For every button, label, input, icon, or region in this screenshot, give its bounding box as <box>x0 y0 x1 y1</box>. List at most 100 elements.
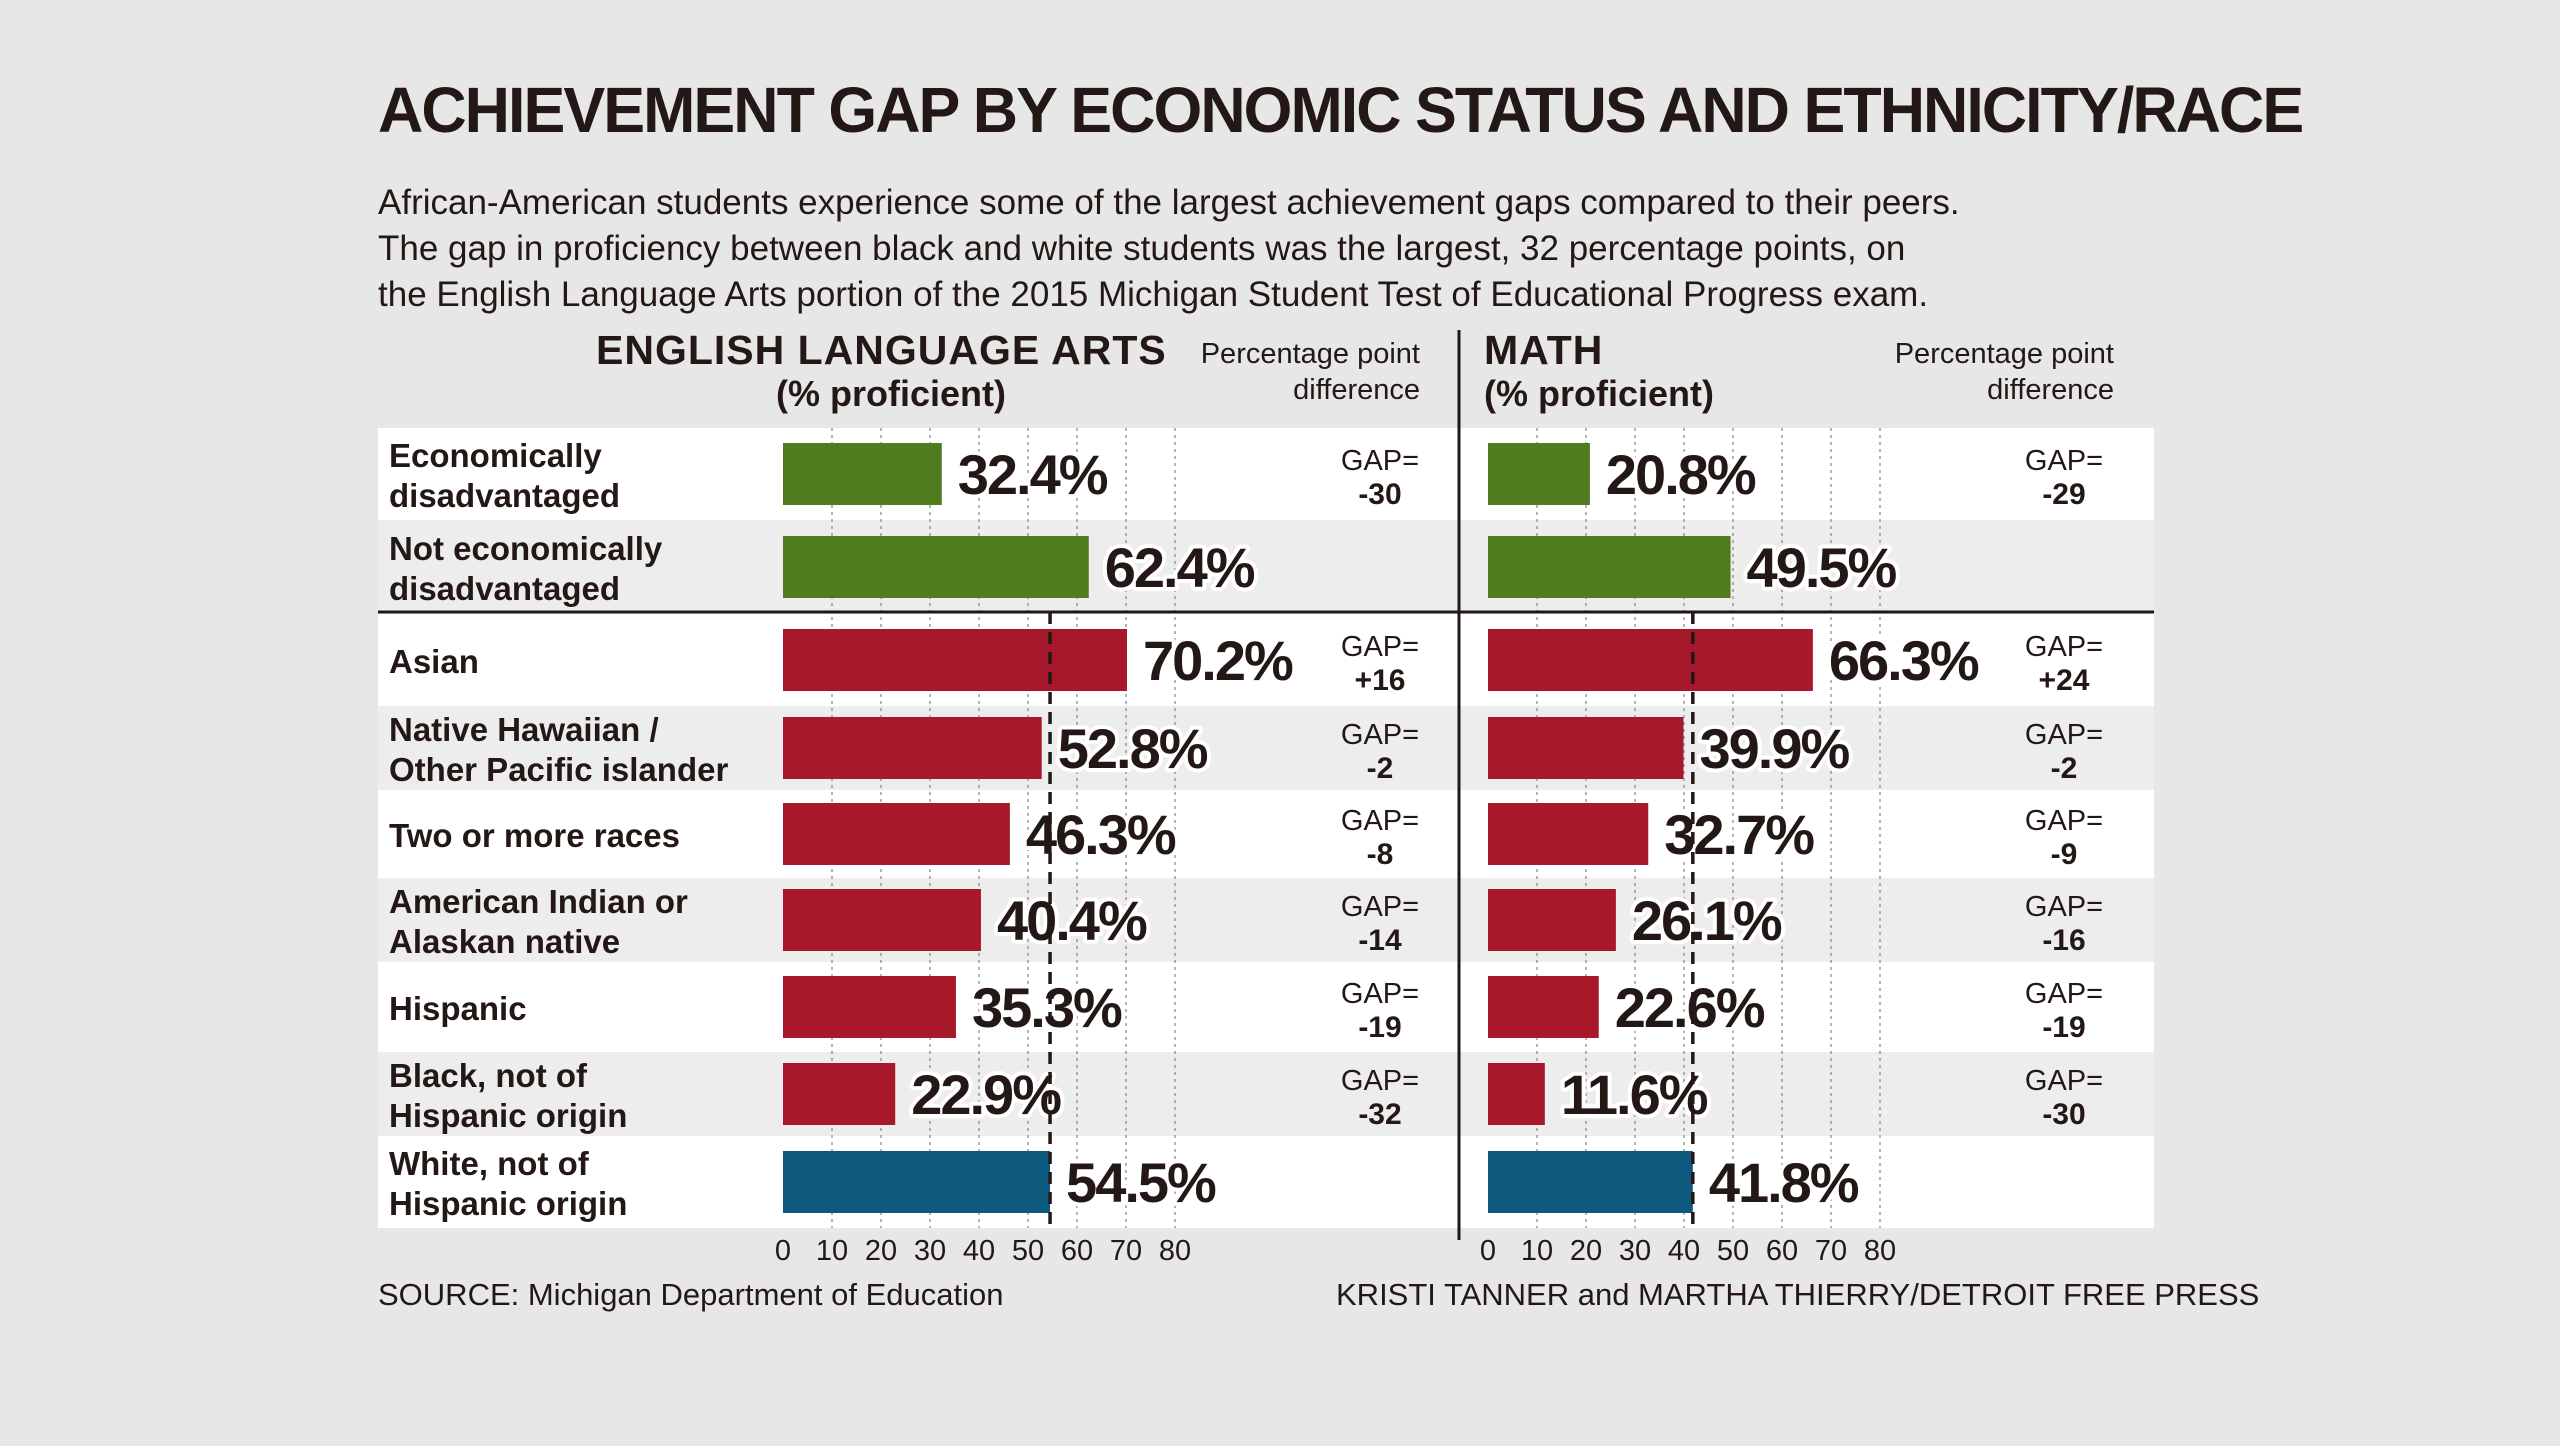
diff-heading-line: difference <box>1293 374 1420 406</box>
value-label: 20.8% <box>1606 443 1756 506</box>
value-label: 11.6% <box>1561 1063 1708 1126</box>
gap-value: -29 <box>2042 478 2085 511</box>
tick-label: 60 <box>1061 1235 1093 1267</box>
bar <box>1488 536 1731 598</box>
value-label: 41.8% <box>1709 1151 1859 1214</box>
ela-heading: ENGLISH LANGUAGE ARTS <box>596 327 1167 373</box>
chart-subtitle: African-American students experience som… <box>378 180 2178 318</box>
category-label: Other Pacific islander <box>389 751 728 788</box>
gap-value: -16 <box>2042 924 2085 957</box>
gap-value: -19 <box>2042 1011 2085 1044</box>
source-note: SOURCE: Michigan Department of Education <box>378 1277 1004 1312</box>
value-label: 35.3% <box>972 976 1122 1039</box>
value-label: 49.5% <box>1747 536 1897 599</box>
value-label: 26.1% <box>1632 889 1782 952</box>
row-background <box>378 614 2154 706</box>
row-background <box>378 706 2154 790</box>
row-background <box>378 1136 2154 1228</box>
gap-prefix: GAP= <box>1341 805 1419 837</box>
diff-heading-line: Percentage point <box>1200 338 1420 370</box>
value-label: 32.4% <box>958 443 1108 506</box>
gap-value: +24 <box>2039 664 2090 697</box>
subtitle-line: The gap in proficiency between black and… <box>378 229 1906 268</box>
tick-label: 30 <box>1619 1235 1651 1267</box>
tick-label: 10 <box>816 1235 848 1267</box>
gap-prefix: GAP= <box>2025 631 2103 663</box>
tick-label: 40 <box>1668 1235 1700 1267</box>
value-label: 62.4% <box>1105 536 1255 599</box>
bar <box>783 803 1010 865</box>
category-label: disadvantaged <box>389 477 620 514</box>
bar <box>1488 1151 1693 1213</box>
value-label: 40.4% <box>997 889 1147 952</box>
diff-heading-line: difference <box>1987 374 2114 406</box>
tick-label: 50 <box>1012 1235 1044 1267</box>
bar <box>1488 803 1649 865</box>
gap-prefix: GAP= <box>1341 1065 1419 1097</box>
bar <box>1488 629 1813 691</box>
bar <box>783 976 956 1038</box>
category-label: Black, not of <box>389 1057 588 1094</box>
bar <box>783 629 1127 691</box>
category-label: American Indian or <box>389 883 688 920</box>
gap-prefix: GAP= <box>2025 445 2103 477</box>
category-label: White, not of <box>389 1145 590 1182</box>
tick-label: 30 <box>914 1235 946 1267</box>
category-label: Hispanic origin <box>389 1185 627 1222</box>
row-background <box>378 878 2154 962</box>
value-label: 66.3% <box>1829 629 1979 692</box>
row-background <box>378 790 2154 878</box>
gap-value: -9 <box>2051 838 2078 871</box>
tick-label: 40 <box>963 1235 995 1267</box>
gap-value: -19 <box>1358 1011 1401 1044</box>
row-background <box>378 428 2154 520</box>
category-label: Not economically <box>389 530 663 567</box>
ela-subheading: (% proficient) <box>776 373 1006 414</box>
category-label: disadvantaged <box>389 570 620 607</box>
bar <box>1488 717 1684 779</box>
gap-value: +16 <box>1355 664 1406 697</box>
category-label: Hispanic origin <box>389 1097 627 1134</box>
row-background <box>378 1052 2154 1136</box>
gap-prefix: GAP= <box>1341 891 1419 923</box>
category-label: Economically <box>389 437 602 474</box>
tick-label: 20 <box>1570 1235 1602 1267</box>
tick-label: 0 <box>775 1235 791 1267</box>
tick-label: 20 <box>865 1235 897 1267</box>
value-label: 70.2% <box>1143 629 1293 692</box>
value-label: 52.8% <box>1058 717 1208 780</box>
bar <box>783 889 981 951</box>
bar <box>1488 889 1616 951</box>
gap-prefix: GAP= <box>2025 805 2103 837</box>
subtitle-line: African-American students experience som… <box>378 183 1960 222</box>
chart-title: ACHIEVEMENT GAP BY ECONOMIC STATUS AND E… <box>378 74 2304 146</box>
category-label: Native Hawaiian / <box>389 711 659 748</box>
row-background <box>378 520 2154 614</box>
category-label: Asian <box>389 643 479 680</box>
bar <box>1488 1063 1545 1125</box>
category-label: Alaskan native <box>389 923 620 960</box>
gap-value: -2 <box>2051 752 2078 785</box>
gap-prefix: GAP= <box>1341 445 1419 477</box>
tick-label: 60 <box>1766 1235 1798 1267</box>
gap-value: -14 <box>1358 924 1402 957</box>
bar <box>783 1151 1051 1213</box>
gap-prefix: GAP= <box>1341 978 1419 1010</box>
value-label: 22.9% <box>911 1063 1061 1126</box>
gap-prefix: GAP= <box>2025 719 2103 751</box>
gap-prefix: GAP= <box>2025 1065 2103 1097</box>
value-label: 39.9% <box>1700 717 1850 780</box>
gap-prefix: GAP= <box>2025 978 2103 1010</box>
tick-label: 80 <box>1159 1235 1191 1267</box>
category-label: Hispanic <box>389 990 527 1027</box>
tick-label: 50 <box>1717 1235 1749 1267</box>
math-subheading: (% proficient) <box>1484 373 1714 414</box>
gap-value: -30 <box>2042 1098 2085 1131</box>
math-heading: MATH <box>1484 327 1604 373</box>
gap-value: -32 <box>1358 1098 1401 1131</box>
value-label: 46.3% <box>1026 803 1176 866</box>
bar <box>1488 443 1590 505</box>
subtitle-line: the English Language Arts portion of the… <box>378 275 1929 314</box>
tick-label: 0 <box>1480 1235 1496 1267</box>
bar <box>1488 976 1599 1038</box>
